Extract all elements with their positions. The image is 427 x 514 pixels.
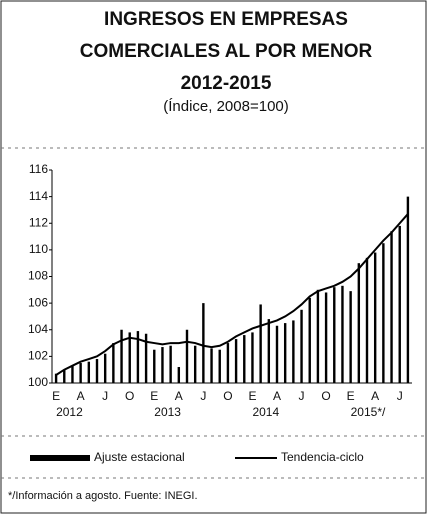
legend-label: Ajuste estacional [94, 450, 185, 464]
subtitle: (Índice, 2008=100) [163, 98, 289, 115]
y-tick-label: 104 [28, 322, 48, 336]
legend-label: Tendencia-ciclo [281, 450, 364, 464]
year-label: 2015*/ [351, 405, 386, 419]
year-label: 2012 [56, 405, 83, 419]
bar [112, 343, 115, 383]
bar [128, 332, 131, 383]
bar [71, 365, 74, 383]
y-tick-label: 102 [28, 349, 48, 363]
bar [95, 359, 99, 383]
bar [79, 363, 82, 383]
bar [259, 304, 262, 383]
bar [218, 349, 221, 383]
bar [300, 309, 303, 383]
y-tick-label: 112 [29, 215, 48, 229]
x-tick-label: E [248, 389, 256, 403]
title-line: COMERCIALES AL POR MENOR [80, 41, 373, 62]
bar [267, 319, 271, 383]
y-tick-label: 110 [29, 242, 48, 256]
x-tick-label: J [299, 389, 305, 403]
x-tick-label: A [77, 389, 85, 403]
bar [292, 320, 295, 383]
bar [406, 196, 410, 383]
bar [283, 323, 287, 383]
bar [120, 329, 123, 383]
bar [382, 243, 385, 383]
y-tick-label: 116 [29, 162, 48, 176]
bar [54, 373, 58, 383]
bar [333, 287, 336, 383]
bar [373, 252, 377, 383]
bar [226, 343, 230, 383]
bar [169, 345, 172, 383]
title-line: INGRESOS EN EMPRESAS [104, 9, 348, 30]
x-tick-label: O [321, 389, 330, 403]
x-tick-label: A [273, 389, 281, 403]
bar [210, 348, 213, 383]
year-label: 2013 [154, 405, 181, 419]
bar [324, 292, 328, 383]
bar [136, 331, 140, 383]
x-tick-label: E [52, 389, 60, 403]
legend-swatch [30, 455, 90, 461]
x-tick-label: J [397, 389, 403, 403]
bar [365, 257, 369, 383]
y-tick-label: 100 [28, 375, 48, 389]
bar [202, 303, 205, 383]
trend-line [55, 213, 409, 376]
x-tick-label: A [371, 389, 379, 403]
bar [177, 367, 181, 383]
footnote: */Información a agosto. Fuente: INEGI. [8, 490, 198, 502]
bar [63, 369, 66, 383]
title-line: 2012-2015 [181, 73, 272, 94]
bar [390, 231, 393, 383]
bar [251, 332, 254, 383]
bar [144, 333, 148, 383]
bar [234, 339, 238, 383]
x-tick-label: E [347, 389, 355, 403]
y-tick-label: 106 [28, 295, 48, 309]
bar [87, 361, 91, 383]
x-tick-label: E [150, 389, 158, 403]
bar [316, 289, 320, 383]
year-label: 2014 [252, 405, 279, 419]
bar [185, 329, 189, 383]
bar [153, 349, 156, 383]
bar [243, 335, 246, 383]
bar [341, 285, 344, 383]
x-tick-label: J [102, 389, 108, 403]
bar [308, 297, 311, 383]
x-tick-label: J [200, 389, 206, 403]
bar [103, 353, 107, 383]
y-tick-label: 108 [28, 269, 48, 283]
bar [161, 347, 164, 383]
x-tick-label: O [125, 389, 134, 403]
bar [193, 345, 197, 383]
bar [275, 325, 279, 383]
bar [349, 291, 352, 383]
x-tick-label: O [223, 389, 232, 403]
bar [357, 263, 361, 383]
x-tick-label: A [175, 389, 183, 403]
bar [398, 225, 401, 383]
y-tick-label: 114 [29, 189, 48, 203]
